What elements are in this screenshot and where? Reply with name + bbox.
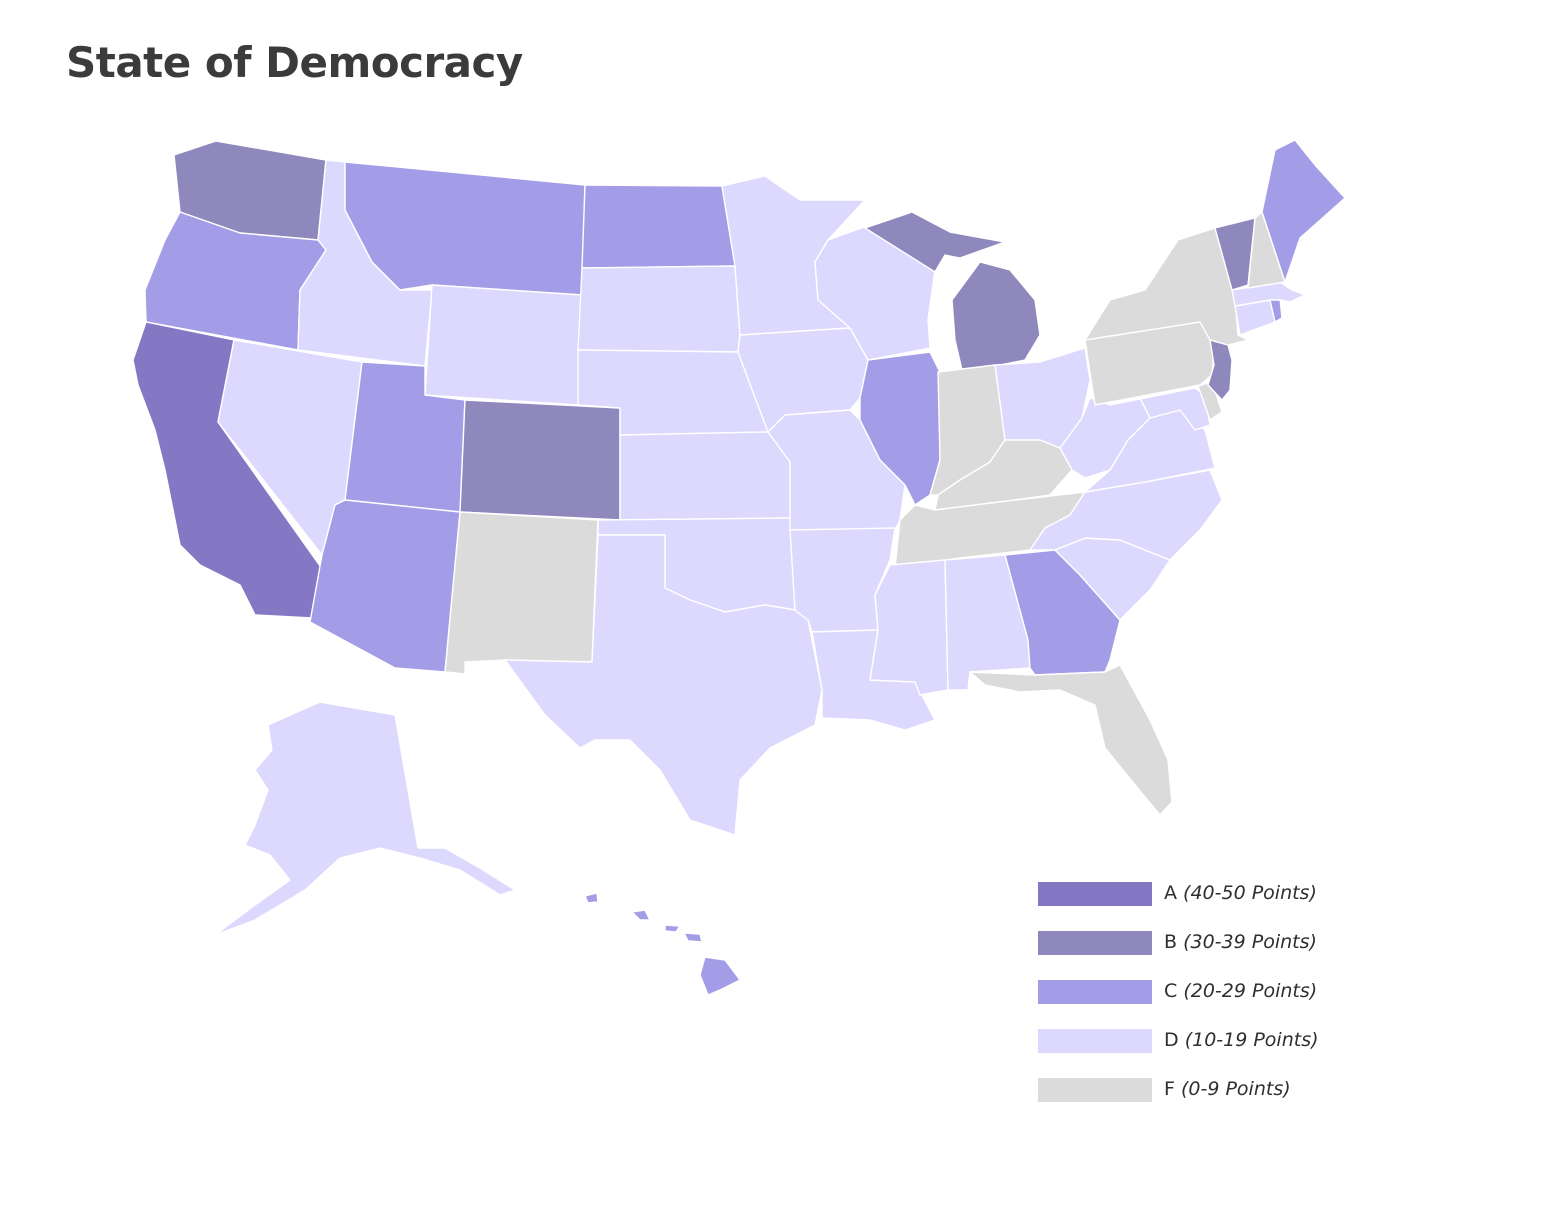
legend-swatch-b bbox=[1038, 931, 1152, 955]
legend-swatch-c bbox=[1038, 980, 1152, 1004]
legend-label-f: F (0-9 Points) bbox=[1164, 1078, 1291, 1100]
state-nm[interactable] bbox=[444, 511, 599, 675]
state-hi[interactable] bbox=[584, 892, 741, 996]
state-de[interactable] bbox=[1197, 381, 1223, 421]
legend-swatch-a bbox=[1038, 882, 1152, 906]
state-fl[interactable] bbox=[969, 664, 1173, 816]
state-nc[interactable] bbox=[1029, 469, 1223, 561]
state-ca[interactable] bbox=[132, 321, 331, 619]
legend-swatch-d bbox=[1038, 1029, 1152, 1053]
legend-label-a: A (40-50 Points) bbox=[1164, 882, 1317, 904]
state-sd[interactable] bbox=[577, 265, 741, 353]
page-title: State of Democracy bbox=[66, 38, 523, 87]
state-tx[interactable] bbox=[504, 534, 823, 836]
state-me[interactable] bbox=[1261, 139, 1346, 283]
legend-swatch-f bbox=[1038, 1078, 1152, 1102]
state-nd[interactable] bbox=[581, 184, 736, 269]
state-co[interactable] bbox=[459, 399, 621, 521]
state-ms[interactable] bbox=[869, 559, 949, 696]
legend-label-c: C (20-29 Points) bbox=[1164, 980, 1318, 1002]
state-mi[interactable] bbox=[864, 211, 1041, 371]
state-md[interactable] bbox=[1109, 387, 1211, 431]
legend-label-b: B (30-39 Points) bbox=[1164, 931, 1317, 953]
state-ks[interactable] bbox=[619, 431, 791, 521]
legend-label-d: D (10-19 Points) bbox=[1164, 1029, 1319, 1051]
state-az[interactable] bbox=[309, 499, 461, 673]
state-wy[interactable] bbox=[424, 284, 583, 406]
state-nj[interactable] bbox=[1207, 339, 1233, 401]
state-ak[interactable] bbox=[214, 701, 516, 936]
